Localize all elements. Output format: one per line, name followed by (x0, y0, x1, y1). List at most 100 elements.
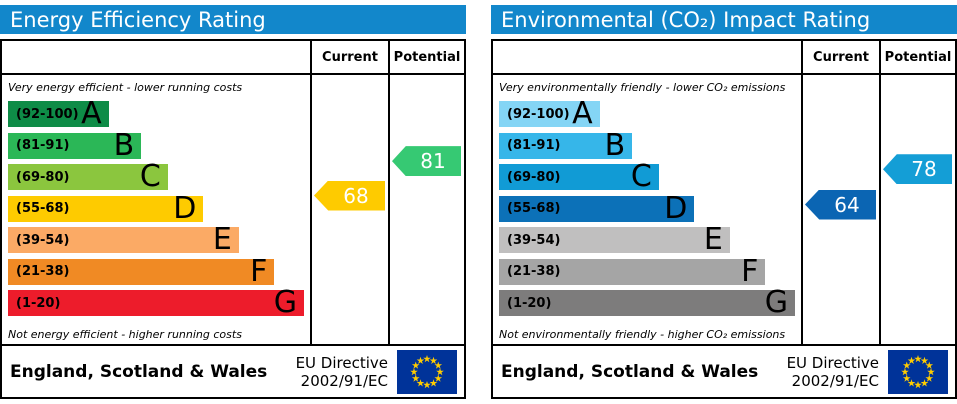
top-note: Very environmentally friendly - lower CO… (499, 81, 786, 94)
eu-flag-star-icon (436, 367, 444, 375)
eu-directive-line2: 2002/91/EC (300, 371, 388, 390)
potential-column-header: Potential (879, 41, 955, 73)
band-range-label: (39-54) (16, 232, 70, 248)
band-bar-c: (69-80) C (8, 159, 168, 194)
eu-flag-star-icon (902, 374, 911, 382)
band-letter: A (81, 96, 102, 131)
band-range-label: (1-20) (16, 295, 61, 311)
band-row-f: (21-38) F (8, 253, 304, 289)
eu-flag-star-icon (434, 361, 443, 369)
potential-column: 81 (388, 75, 464, 344)
band-letter: A (572, 96, 593, 131)
eu-flag-star-icon (429, 378, 438, 386)
eu-flag-star-icon (411, 374, 420, 382)
eu-flag-star-icon (901, 367, 909, 375)
eu-flag-star-icon (423, 354, 431, 362)
band-row-g: (1-20) G (8, 285, 304, 320)
potential-rating-arrow: 81 (392, 146, 461, 177)
eu-flag-star-icon (925, 374, 934, 382)
band-bar-f: (21-38) F (499, 253, 766, 289)
band-bar-a: (92-100) A (8, 96, 109, 131)
band-letter: F (741, 253, 759, 289)
band-range-label: (92-100) (16, 106, 79, 122)
bottom-note: Not energy efficient - higher running co… (8, 328, 242, 341)
current-column: 64 (801, 75, 879, 344)
eu-flag-star-icon (902, 361, 911, 369)
band-range-label: (21-38) (16, 264, 70, 279)
band-row-d: (55-68) D (8, 190, 304, 226)
band-range-label: (39-54) (507, 232, 561, 248)
eu-directive-label: EU Directive 2002/91/EC (787, 354, 879, 390)
band-letter: G (764, 285, 788, 320)
band-range-label: (92-100) (507, 106, 570, 122)
band-bar-e: (39-54) E (8, 222, 239, 257)
band-letter: D (664, 190, 688, 226)
eu-flag-star-icon (416, 378, 425, 386)
band-row-b: (81-91) B (499, 127, 795, 163)
eu-directive-line1: EU Directive (786, 353, 879, 372)
bands-list: (92-100) A (81-91) B (69-80) C (55-68) D (39-54)… (8, 96, 304, 320)
band-row-e: (39-54) E (499, 222, 795, 257)
top-note: Very energy efficient - lower running co… (8, 81, 243, 94)
footer-row: England, Scotland & Wales EU Directive 2… (493, 344, 955, 397)
band-row-e: (39-54) E (8, 222, 304, 257)
band-bar-b: (81-91) B (8, 130, 142, 160)
eu-flag-star-icon (927, 367, 935, 375)
band-row-f: (21-38) F (499, 253, 795, 289)
potential-rating-arrow: 78 (883, 154, 952, 185)
eu-directive-label: EU Directive 2002/91/EC (296, 354, 388, 390)
band-range-label: (69-80) (16, 169, 70, 185)
rating-chart-box: Current Potential Very energy efficient … (0, 39, 466, 399)
chart-body: Very environmentally friendly - lower CO… (493, 75, 955, 344)
current-rating-arrow: 68 (314, 180, 385, 211)
band-letter: B (604, 127, 626, 163)
band-row-c: (69-80) C (499, 159, 795, 194)
panel-title: Energy Efficiency Rating (0, 5, 466, 34)
bands-column: Very energy efficient - lower running co… (2, 75, 310, 344)
band-letter: F (250, 253, 268, 289)
band-bar-c: (69-80) C (499, 159, 659, 194)
region-label: England, Scotland & Wales (10, 361, 268, 382)
panel-title: Environmental (CO₂) Impact Rating (491, 5, 957, 34)
band-bar-d: (55-68) D (499, 190, 695, 226)
rating-chart-box: Current Potential Very environmentally f… (491, 39, 957, 399)
column-header-row: Current Potential (2, 41, 464, 75)
band-letter: D (173, 190, 197, 226)
band-bar-e: (39-54) E (499, 222, 730, 257)
current-column-header: Current (310, 41, 388, 73)
band-bar-b: (81-91) B (499, 127, 633, 163)
bands-column: Very environmentally friendly - lower CO… (493, 75, 801, 344)
potential-column-header: Potential (388, 41, 464, 73)
eu-flag-star-icon (429, 356, 438, 364)
band-bar-f: (21-38) F (8, 253, 275, 289)
band-range-label: (69-80) (507, 169, 561, 185)
band-letter: E (703, 222, 723, 257)
column-header-row: Current Potential (493, 41, 955, 75)
band-row-b: (81-91) B (8, 130, 304, 160)
eu-flag-star-icon (920, 378, 929, 386)
eu-flag-star-icon (410, 367, 418, 375)
eu-flag-star-icon (914, 354, 922, 362)
eu-directive-line1: EU Directive (295, 353, 388, 372)
eu-flag-star-icon (411, 361, 420, 369)
band-letter: E (212, 222, 232, 257)
current-rating-arrow: 64 (805, 189, 876, 220)
region-label: England, Scotland & Wales (501, 361, 759, 382)
eu-flag-star-icon (914, 380, 922, 388)
eu-flag-star-icon (416, 356, 425, 364)
eu-flag-star-icon (920, 356, 929, 364)
band-bar-g: (1-20) G (8, 285, 304, 320)
bottom-note: Not environmentally friendly - higher CO… (499, 328, 786, 341)
band-letter: C (630, 159, 652, 194)
chart-body: Very energy efficient - lower running co… (2, 75, 464, 344)
eu-flag-star-icon (434, 374, 443, 382)
band-letter: G (273, 285, 297, 320)
header-spacer (493, 41, 801, 73)
current-column-header: Current (801, 41, 879, 73)
eu-flag-icon (888, 349, 948, 394)
band-row-d: (55-68) D (499, 190, 795, 226)
eu-flag-star-icon (907, 378, 916, 386)
band-letter: C (139, 159, 161, 194)
current-column: 68 (310, 75, 388, 344)
